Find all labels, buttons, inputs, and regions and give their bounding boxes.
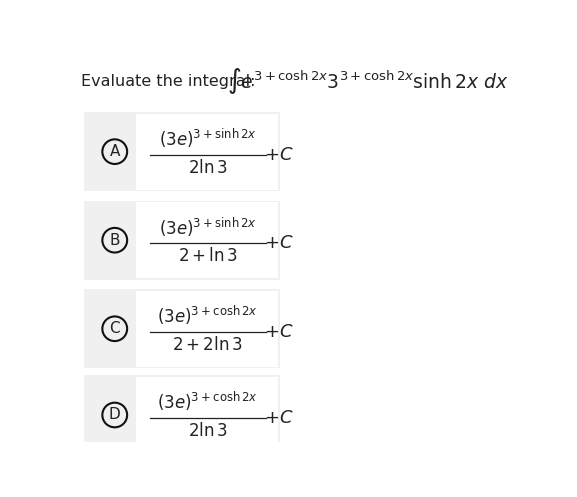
Text: $+ C$: $+ C$ — [264, 323, 294, 341]
Text: B: B — [110, 233, 120, 248]
Text: $\int e^{3+\cosh2x}3^{3+\cosh2x}\sinh2x\ dx$: $\int e^{3+\cosh2x}3^{3+\cosh2x}\sinh2x\… — [227, 66, 509, 96]
Text: $2 + \ln3$: $2 + \ln3$ — [178, 247, 238, 265]
Bar — [136, 377, 278, 453]
Text: $(3e)^{3+\cosh2x}$: $(3e)^{3+\cosh2x}$ — [158, 304, 258, 327]
Text: Evaluate the integral:: Evaluate the integral: — [81, 74, 256, 88]
Bar — [84, 375, 280, 455]
Bar — [84, 201, 280, 280]
Bar — [136, 113, 278, 190]
Text: D: D — [109, 408, 121, 422]
Text: $2\ln3$: $2\ln3$ — [188, 159, 227, 176]
Text: $(3e)^{3+\sinh2x}$: $(3e)^{3+\sinh2x}$ — [159, 127, 257, 150]
Text: $(3e)^{3+\sinh2x}$: $(3e)^{3+\sinh2x}$ — [159, 216, 257, 239]
Text: $(3e)^{3+\cosh2x}$: $(3e)^{3+\cosh2x}$ — [158, 390, 258, 414]
Bar — [84, 112, 280, 191]
Text: $+ C$: $+ C$ — [264, 234, 294, 252]
Bar — [136, 202, 278, 278]
Bar — [84, 289, 280, 368]
Text: $2 + 2\ln3$: $2 + 2\ln3$ — [173, 335, 243, 354]
Text: C: C — [110, 321, 120, 336]
Text: $+ C$: $+ C$ — [264, 146, 294, 164]
Text: $2\ln3$: $2\ln3$ — [188, 422, 227, 440]
Bar — [136, 291, 278, 367]
Text: $+ C$: $+ C$ — [264, 409, 294, 427]
Text: A: A — [110, 144, 120, 159]
